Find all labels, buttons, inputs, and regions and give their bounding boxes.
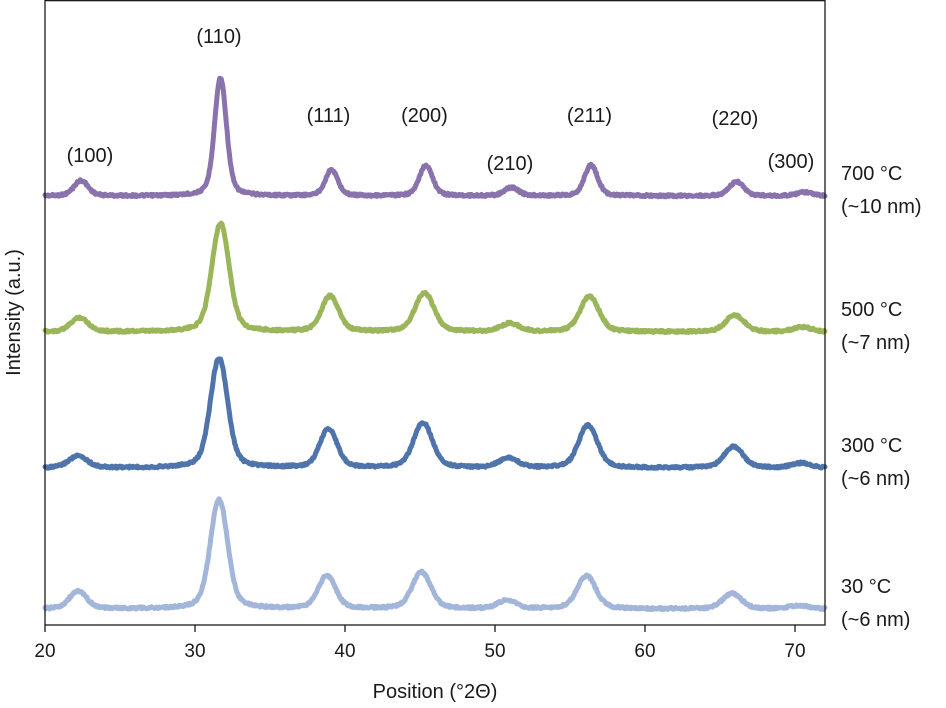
series-label-size: (~6 nm) (841, 468, 910, 490)
plot-frame (44, 0, 826, 626)
peak-label: (300) (768, 151, 815, 173)
series-label-size: (~10 nm) (841, 196, 922, 218)
series-line (42, 75, 828, 200)
x-tick-label: 60 (634, 641, 655, 662)
series-layer (42, 75, 828, 612)
peak-label: (200) (401, 105, 448, 127)
peak-label: (211) (567, 105, 612, 127)
y-axis-label: Intensity (a.u.) (3, 249, 25, 376)
series-label-size: (~6 nm) (841, 609, 910, 631)
x-axis: 20 30 40 50 60 70 (34, 625, 806, 662)
peak-label: (210) (487, 153, 534, 175)
series-label-size: (~7 nm) (841, 332, 910, 354)
series-labels: 700 °C (~10 nm) 500 °C (~7 nm) 300 °C (~6 nm)… (841, 163, 922, 631)
peak-labels: (100) (110) (111) (200) (210) (211) (220) (300) (67, 26, 815, 175)
peak-label: (100) (67, 145, 114, 167)
x-tick-label: 40 (334, 641, 355, 662)
x-axis-label: Position (°2Θ) (373, 681, 498, 703)
peak-label: (110) (196, 26, 241, 48)
peak-label: (220) (712, 108, 759, 130)
series-line (42, 356, 828, 471)
series-line (42, 496, 828, 612)
peak-label: (111) (307, 105, 351, 127)
x-tick-label: 70 (784, 641, 805, 662)
x-tick-label: 20 (34, 641, 55, 662)
series-label-temperature: 700 °C (841, 163, 902, 185)
x-tick-label: 30 (184, 641, 205, 662)
x-tick-label: 50 (484, 641, 505, 662)
series-label-temperature: 300 °C (841, 435, 902, 457)
series-label-temperature: 30 °C (841, 576, 891, 598)
series-label-temperature: 500 °C (841, 299, 902, 321)
series-line (42, 220, 828, 335)
